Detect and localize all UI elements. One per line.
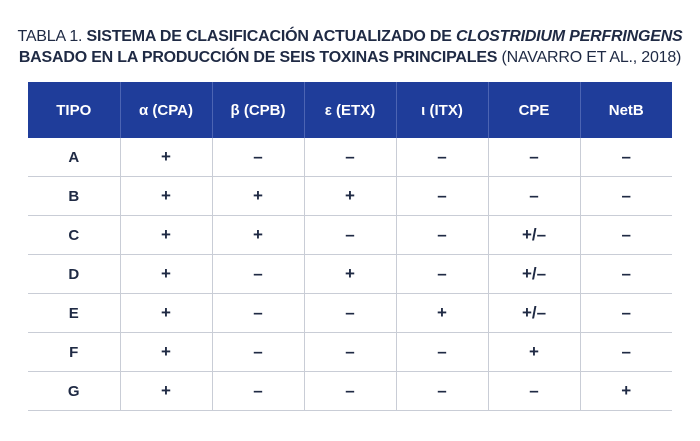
table-caption: TABLA 1. SISTEMA DE CLASIFICACIÓN ACTUAL… bbox=[0, 26, 700, 68]
toxin-cell: + bbox=[119, 332, 212, 372]
toxin-cell: + bbox=[211, 215, 304, 255]
toxin-cell: +/– bbox=[487, 215, 580, 255]
header-row: TIPO α (CPA) β (CPB) ε (ETX) ι (ITX) CPE NetB bbox=[28, 82, 672, 138]
toxin-cell: + bbox=[211, 176, 304, 216]
toxin-cell: + bbox=[119, 138, 212, 177]
toxin-cell: + bbox=[119, 371, 212, 411]
type-cell: D bbox=[28, 254, 120, 294]
toxin-cell: + bbox=[579, 371, 672, 411]
toxin-cell: – bbox=[487, 176, 580, 216]
toxin-cell: – bbox=[395, 371, 488, 411]
type-cell: C bbox=[28, 215, 120, 255]
caption-species: CLOSTRIDIUM PERFRINGENS bbox=[456, 28, 683, 45]
type-cell: E bbox=[28, 293, 120, 333]
toxin-cell: – bbox=[211, 254, 304, 294]
table-row: G + – – – – + bbox=[28, 371, 672, 411]
toxin-cell: + bbox=[303, 176, 396, 216]
column-header: ι (ITX) bbox=[395, 82, 488, 138]
toxin-cell: – bbox=[579, 215, 672, 255]
classification-table-container: TIPO α (CPA) β (CPB) ε (ETX) ι (ITX) CPE NetB … bbox=[28, 82, 672, 411]
toxin-cell: – bbox=[487, 138, 580, 177]
table-row: C + + – – +/– – bbox=[28, 215, 672, 255]
toxin-cell: – bbox=[303, 332, 396, 372]
toxin-cell: – bbox=[303, 371, 396, 411]
column-header: α (CPA) bbox=[119, 82, 212, 138]
toxin-cell: + bbox=[303, 254, 396, 294]
caption-prefix: TABLA 1. bbox=[17, 28, 87, 45]
table-row: B + + + – – – bbox=[28, 176, 672, 216]
caption-citation: (NAVARRO ET AL., 2018) bbox=[497, 49, 682, 66]
column-header: β (CPB) bbox=[211, 82, 304, 138]
toxin-cell: – bbox=[395, 215, 488, 255]
toxin-cell: – bbox=[579, 332, 672, 372]
toxin-cell: – bbox=[211, 332, 304, 372]
table-header: TIPO α (CPA) β (CPB) ε (ETX) ι (ITX) CPE NetB bbox=[28, 82, 672, 138]
toxin-cell: – bbox=[579, 138, 672, 177]
column-header: CPE bbox=[487, 82, 580, 138]
toxin-cell: – bbox=[395, 138, 488, 177]
toxin-cell: + bbox=[487, 332, 580, 372]
column-header: TIPO bbox=[28, 82, 120, 138]
type-cell: F bbox=[28, 332, 120, 372]
toxin-cell: +/– bbox=[487, 293, 580, 333]
column-header: ε (ETX) bbox=[303, 82, 396, 138]
caption-line-2: BASADO EN LA PRODUCCIÓN DE SEIS TOXINAS … bbox=[0, 47, 700, 68]
table-body: A + – – – – – B + + + – – – C + + – – +/– – D + – + – +/– – E + – – + +/–… bbox=[28, 138, 672, 411]
toxin-cell: – bbox=[395, 254, 488, 294]
table-row: D + – + – +/– – bbox=[28, 254, 672, 294]
toxin-cell: – bbox=[395, 332, 488, 372]
toxin-cell: – bbox=[579, 293, 672, 333]
table-row: E + – – + +/– – bbox=[28, 293, 672, 333]
toxin-cell: +/– bbox=[487, 254, 580, 294]
toxin-cell: – bbox=[579, 176, 672, 216]
toxin-cell: – bbox=[487, 371, 580, 411]
table-row: A + – – – – – bbox=[28, 138, 672, 177]
toxin-cell: – bbox=[303, 293, 396, 333]
toxin-cell: + bbox=[119, 254, 212, 294]
classification-table: TIPO α (CPA) β (CPB) ε (ETX) ι (ITX) CPE NetB … bbox=[28, 82, 672, 411]
toxin-cell: – bbox=[211, 138, 304, 177]
toxin-cell: – bbox=[395, 176, 488, 216]
type-cell: A bbox=[28, 138, 120, 177]
toxin-cell: + bbox=[395, 293, 488, 333]
caption-title-line2: BASADO EN LA PRODUCCIÓN DE SEIS TOXINAS … bbox=[18, 49, 498, 66]
toxin-cell: + bbox=[119, 293, 212, 333]
table-row: F + – – – + – bbox=[28, 332, 672, 372]
type-cell: G bbox=[28, 371, 120, 411]
column-header: NetB bbox=[579, 82, 672, 138]
caption-line-1: TABLA 1. SISTEMA DE CLASIFICACIÓN ACTUAL… bbox=[0, 26, 700, 47]
type-cell: B bbox=[28, 176, 120, 216]
toxin-cell: – bbox=[211, 371, 304, 411]
caption-title-bold: SISTEMA DE CLASIFICACIÓN ACTUALIZADO DE bbox=[86, 28, 456, 45]
toxin-cell: + bbox=[119, 215, 212, 255]
toxin-cell: – bbox=[303, 215, 396, 255]
toxin-cell: – bbox=[211, 293, 304, 333]
toxin-cell: + bbox=[119, 176, 212, 216]
toxin-cell: – bbox=[303, 138, 396, 177]
toxin-cell: – bbox=[579, 254, 672, 294]
